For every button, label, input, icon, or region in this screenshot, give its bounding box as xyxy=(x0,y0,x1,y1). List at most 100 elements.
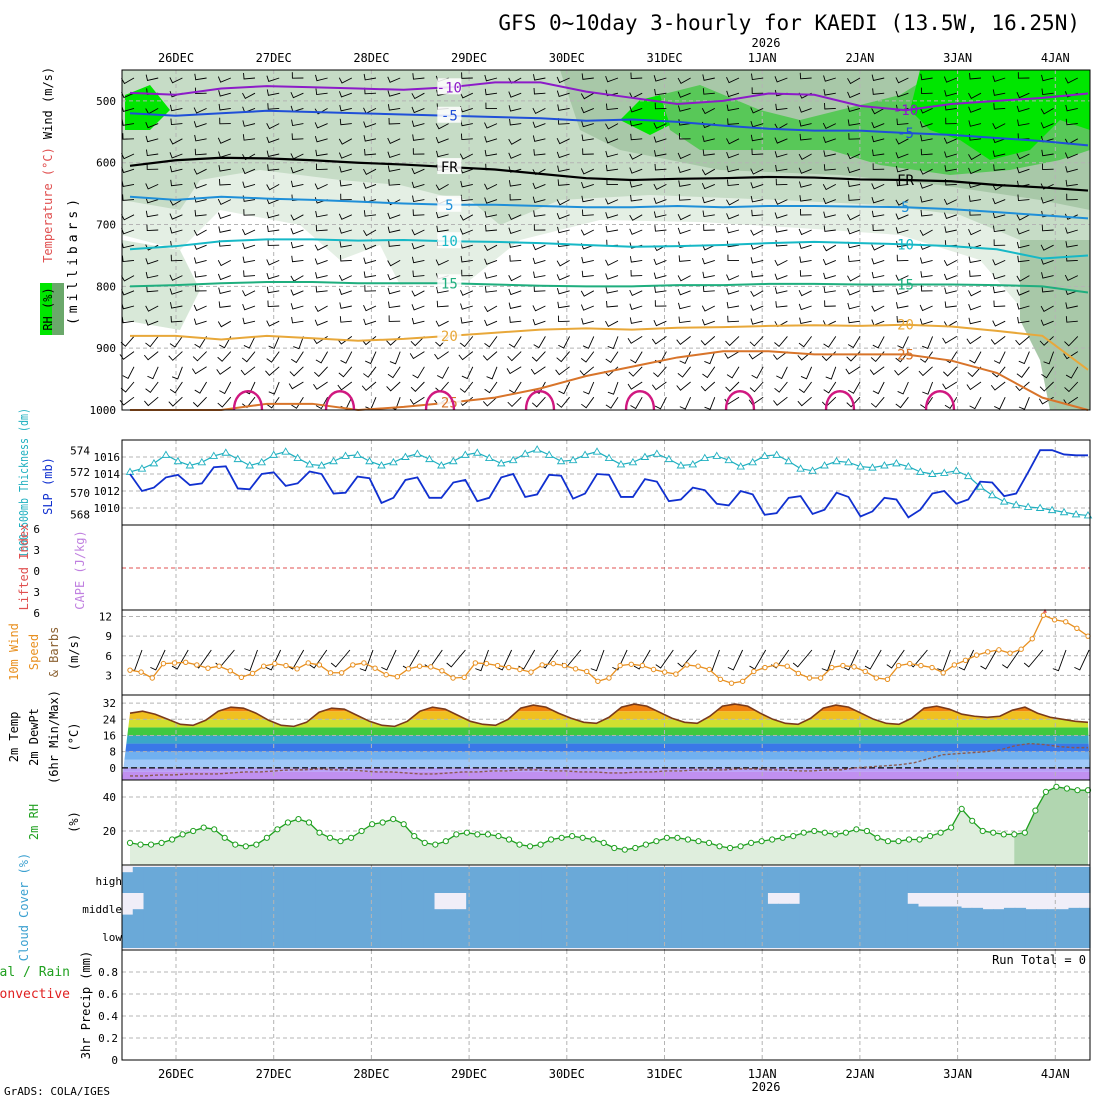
wind-barb xyxy=(848,194,861,201)
wind-barb xyxy=(435,184,449,191)
cloud-bar-middle xyxy=(423,893,435,920)
temperature-tick: 32 xyxy=(103,697,116,710)
wind-barb xyxy=(654,225,667,232)
wind-barb xyxy=(627,336,643,344)
thickness-marker xyxy=(820,461,829,469)
thickness-marker xyxy=(748,457,757,466)
wind-barb xyxy=(871,258,885,265)
wind-barb xyxy=(799,72,812,80)
upper-air-panel: -10 -10 -5 -5 FR FR 5 5 10 10 15 15 20 20 25 25 500 600 7… xyxy=(40,67,1091,417)
wind-barb xyxy=(799,256,812,263)
wind-barb xyxy=(219,117,231,125)
wind-barb xyxy=(314,122,328,129)
wind-barb xyxy=(751,209,764,217)
wind-barb xyxy=(557,301,570,309)
wind-barb xyxy=(993,351,1006,364)
wind-speed-point xyxy=(550,660,557,667)
wind-barb xyxy=(581,270,594,278)
wind-barb xyxy=(871,135,885,143)
cloud-level-label: high xyxy=(96,875,123,888)
rh-point xyxy=(200,824,207,831)
wind-barb xyxy=(556,274,570,281)
rh-point xyxy=(916,836,923,843)
cloud-bar-high xyxy=(315,867,327,893)
cloud-bar-low xyxy=(337,920,349,948)
wind-barb xyxy=(314,305,328,312)
wind-barb xyxy=(1040,319,1054,326)
thickness-marker xyxy=(856,462,865,470)
wind-barb xyxy=(653,197,667,204)
wind-barb xyxy=(871,196,885,204)
thickness-marker xyxy=(257,457,267,466)
rh-point xyxy=(863,827,871,835)
wind-barb xyxy=(169,104,183,112)
wind-barb xyxy=(944,212,957,219)
wind-barb xyxy=(365,351,377,365)
cloud-bar-high xyxy=(541,867,553,893)
cloud-bar-low xyxy=(466,920,478,948)
wind-barb xyxy=(410,336,425,347)
wind-barb xyxy=(774,76,788,83)
wind-speed-point xyxy=(695,663,701,669)
thickness-tick: 568 xyxy=(70,508,90,521)
wind-barb-10m xyxy=(381,649,397,671)
wind-barb xyxy=(1017,194,1030,202)
thickness-marker xyxy=(365,456,374,465)
wind-speed-point xyxy=(628,661,634,667)
wind-barb xyxy=(315,74,328,82)
wind-barb xyxy=(435,123,449,130)
wind-barb xyxy=(169,138,183,145)
wind-barb xyxy=(240,366,256,376)
cloud-bar-middle xyxy=(315,893,327,920)
wind-barb xyxy=(920,209,933,217)
wind-barb xyxy=(775,164,788,172)
cloud-bar-high xyxy=(433,867,446,893)
wind-speed-point xyxy=(918,662,924,669)
wind-speed-point xyxy=(606,675,612,681)
wind-barb xyxy=(653,272,667,279)
wind-barb xyxy=(701,305,716,312)
wind-barb xyxy=(556,260,570,267)
thickness-marker xyxy=(760,451,769,459)
wind-barb xyxy=(1015,381,1030,392)
contour-label-25: 25 xyxy=(441,396,458,412)
wind-barb xyxy=(1040,122,1054,129)
wind-barb xyxy=(508,213,522,221)
wind-barb xyxy=(1064,381,1079,393)
cloud-bar-high xyxy=(369,867,381,893)
wind-barb xyxy=(266,351,280,363)
lifted-index-tick: 6 xyxy=(33,523,40,536)
wind-barb xyxy=(921,336,934,350)
rh-point xyxy=(653,838,660,845)
wind-barb xyxy=(217,76,231,83)
wind-barb xyxy=(533,210,546,217)
wind-speed-point xyxy=(884,676,891,683)
contour-label-FR: FR xyxy=(897,173,914,189)
wind-speed-point xyxy=(249,670,256,677)
cloud-bar-middle xyxy=(606,893,618,920)
wind-barb xyxy=(919,229,933,236)
cloud-bar-high xyxy=(638,867,650,893)
lifted-index-tick: 0 xyxy=(33,565,40,578)
wind-barb xyxy=(508,288,522,296)
wind-barb xyxy=(484,149,498,157)
wind-barb xyxy=(629,289,643,297)
cloud-bar-middle xyxy=(455,909,467,920)
wind-barb xyxy=(605,89,619,97)
wind-barb xyxy=(241,351,256,363)
wind-barb xyxy=(436,150,449,158)
wind-barb xyxy=(411,92,425,100)
cloud-bar-high xyxy=(197,867,209,893)
wind-barb xyxy=(193,304,207,312)
cloud-bar-low xyxy=(186,920,198,948)
cloud-bar-low xyxy=(1046,920,1059,948)
wind-barb xyxy=(676,336,691,346)
wind-barb xyxy=(532,196,546,203)
rh-point xyxy=(495,833,502,840)
date-label-top: 28DEC xyxy=(353,51,389,65)
wind-barb xyxy=(533,149,546,156)
wind-barb xyxy=(654,163,667,171)
wind-barb xyxy=(823,272,836,280)
wind-barb xyxy=(1043,351,1055,365)
cloud-bar-high xyxy=(444,867,457,893)
